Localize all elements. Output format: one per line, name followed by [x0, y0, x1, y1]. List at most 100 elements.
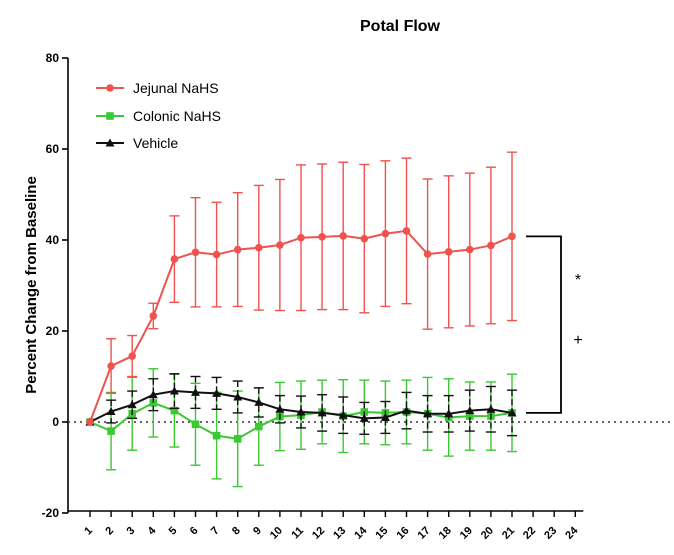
data-point — [466, 245, 474, 254]
data-point — [127, 400, 137, 409]
data-point — [297, 233, 305, 242]
data-point — [381, 229, 390, 238]
data-point — [276, 241, 284, 249]
x-tick-label: 22 — [521, 525, 538, 542]
x-tick-label: 4 — [146, 524, 159, 537]
x-tick-label: 21 — [500, 525, 517, 542]
x-tick-label: 18 — [437, 525, 454, 542]
x-tick-label: 23 — [542, 525, 559, 542]
data-point — [149, 399, 158, 407]
data-point — [170, 406, 179, 415]
legend-marker — [105, 138, 115, 147]
data-point — [233, 392, 243, 401]
data-point — [107, 362, 115, 370]
x-tick-label: 8 — [230, 525, 243, 538]
x-tick-label: 17 — [416, 525, 433, 542]
x-tick-label: 12 — [310, 525, 327, 542]
x-tick-label: 13 — [331, 525, 348, 542]
legend-label: Colonic NaHS — [133, 108, 221, 124]
data-point — [380, 412, 390, 421]
data-point — [317, 408, 327, 417]
x-tick-label: 16 — [394, 525, 411, 542]
data-point — [212, 431, 221, 440]
data-point — [149, 312, 158, 320]
x-tick-label: 19 — [458, 525, 475, 542]
data-point — [359, 413, 369, 422]
y-axis-label: Percent Change from Baseline — [23, 176, 40, 394]
legend-label: Vehicle — [133, 135, 178, 151]
x-tick-label: 5 — [167, 525, 180, 538]
legend-item: Colonic NaHS — [96, 108, 221, 124]
x-tick-label: 3 — [125, 525, 138, 538]
data-point — [423, 250, 432, 258]
data-point — [444, 248, 453, 256]
data-point — [486, 404, 496, 413]
x-tick-label: 20 — [479, 525, 496, 542]
data-point — [212, 388, 222, 397]
data-point — [507, 408, 517, 417]
x-tick-label: 6 — [188, 525, 201, 538]
y-tick-label: 0 — [52, 415, 59, 429]
data-point — [86, 418, 94, 426]
bracket-line — [526, 235, 562, 414]
x-tick-label: 14 — [352, 524, 370, 542]
y-tick-label: 60 — [46, 142, 60, 156]
data-point — [296, 407, 306, 416]
series-layer — [85, 151, 517, 488]
data-point — [106, 407, 116, 416]
data-point — [148, 390, 158, 399]
series-vehicle — [85, 373, 517, 437]
data-point — [191, 420, 200, 429]
data-point — [465, 406, 475, 415]
x-tick-label: 7 — [209, 525, 222, 538]
y-tick-label: 20 — [46, 324, 60, 338]
data-point — [508, 232, 516, 241]
data-point — [402, 227, 411, 235]
data-point — [423, 409, 433, 418]
legend-item: Vehicle — [96, 135, 178, 151]
series-jejunal-nahs — [86, 151, 517, 426]
data-point — [191, 248, 200, 257]
data-point — [107, 427, 115, 435]
y-tick-label: 80 — [46, 51, 60, 65]
data-point — [444, 409, 454, 418]
data-point — [128, 352, 136, 360]
data-point — [402, 406, 411, 415]
data-point — [318, 233, 326, 241]
legend-item: Jejunal NaHS — [96, 80, 219, 96]
data-point — [339, 232, 348, 240]
data-point — [275, 404, 285, 413]
x-tick-label: 1 — [82, 525, 95, 538]
legend: Jejunal NaHS Colonic NaHS Vehicle — [96, 80, 221, 151]
x-tick-label: 24 — [563, 524, 581, 542]
chart-title: Potal Flow — [360, 18, 441, 35]
legend-marker — [106, 112, 114, 120]
data-point — [254, 397, 264, 406]
legend-label: Jejunal NaHS — [133, 80, 219, 96]
y-tick-label: -20 — [42, 506, 60, 520]
data-point — [191, 387, 200, 396]
data-point — [233, 245, 242, 254]
significance-bracket: *+ — [526, 235, 583, 414]
x-tick-label: 11 — [289, 525, 306, 542]
data-point — [170, 255, 179, 263]
data-point — [360, 234, 369, 243]
y-tick-label: 40 — [46, 233, 60, 247]
significance-plus: + — [573, 332, 582, 349]
x-tick-label: 10 — [268, 525, 285, 542]
legend-marker — [106, 84, 114, 92]
data-point — [487, 241, 495, 250]
data-point — [254, 243, 263, 252]
data-point — [466, 412, 474, 420]
data-point — [212, 250, 221, 259]
x-tick-label: 9 — [251, 525, 264, 538]
x-tick-label: 2 — [103, 525, 116, 538]
data-point — [169, 386, 179, 395]
significance-star: * — [575, 272, 581, 289]
x-tick-label: 15 — [373, 525, 390, 542]
data-point — [338, 410, 348, 419]
data-point — [233, 435, 242, 443]
data-point — [255, 422, 263, 431]
